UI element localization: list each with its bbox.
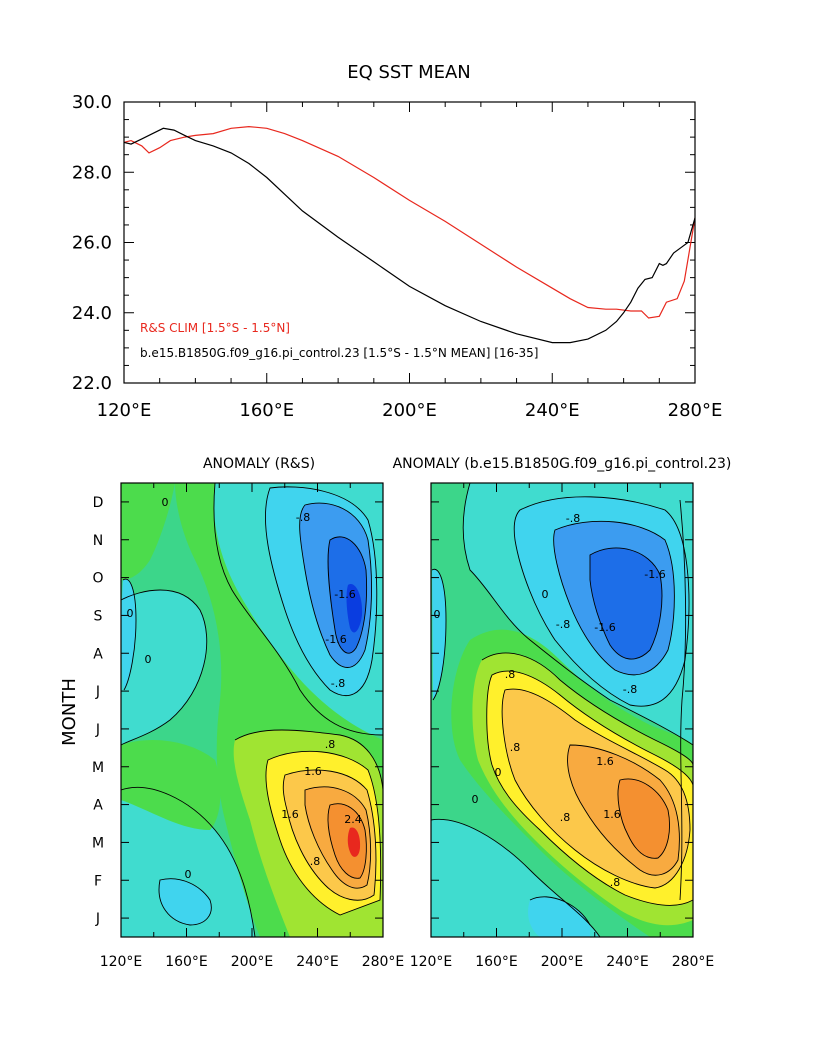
x-tick-label: 200°E xyxy=(231,954,274,970)
contour-label: 1.6 xyxy=(281,808,299,821)
series-line-rs-clim xyxy=(124,125,695,319)
top-y-tick-labels: 22.0 24.0 26.0 28.0 30.0 xyxy=(72,92,112,394)
x-tick-label: 120°E xyxy=(100,954,143,970)
contour-label: 0 xyxy=(472,793,479,806)
month-tick-label: S xyxy=(94,608,103,624)
legend-model: b.e15.B1850G.f09_g16.pi_control.23 [1.5°… xyxy=(140,346,539,360)
left-panel-title: ANOMALY (R&S) xyxy=(203,456,315,472)
left-anomaly-panel: ANOMALY (R&S) xyxy=(59,456,404,970)
right-panel-title: ANOMALY (b.e15.B1850G.f09_g16.pi_control… xyxy=(393,456,732,472)
month-tick-label: J xyxy=(95,911,100,927)
series-line-model xyxy=(124,127,695,344)
right-anomaly-panel: ANOMALY (b.e15.B1850G.f09_g16.pi_control… xyxy=(393,456,732,970)
contour-label: .8 xyxy=(310,855,321,868)
top-x-tick-labels: 120°E 160°E 200°E 240°E 280°E xyxy=(97,400,723,421)
contour-label: .8 xyxy=(505,668,516,681)
contour-label: .8 xyxy=(510,741,521,754)
month-tick-label: F xyxy=(94,873,102,889)
contour-label: -.8 xyxy=(623,683,637,696)
y-tick-label: 26.0 xyxy=(72,233,112,254)
contour-label: 1.6 xyxy=(596,755,614,768)
x-tick-label: 120°E xyxy=(410,954,453,970)
contour-label: .8 xyxy=(610,876,621,889)
month-tick-label: O xyxy=(92,571,103,587)
month-tick-label: A xyxy=(93,646,103,662)
x-tick-label: 280°E xyxy=(362,954,405,970)
x-tick-label: 280°E xyxy=(668,400,723,421)
right-contour-labels: -.8 -1.6 -1.6 -.8 -.8 .8 .8 1.6 1.6 .8 .8 0 0 0 0 xyxy=(434,512,666,889)
contour-label: .8 xyxy=(325,738,336,751)
month-axis-label: MONTH xyxy=(59,678,80,746)
contour-label: -.8 xyxy=(566,512,580,525)
contour-label: -1.6 xyxy=(594,621,615,634)
month-tick-label: D xyxy=(93,495,104,511)
contour-label: -1.6 xyxy=(334,588,355,601)
month-tick-label: M xyxy=(92,760,104,776)
x-tick-label: 200°E xyxy=(382,400,437,421)
contour-label: .8 xyxy=(560,811,571,824)
x-tick-label: 160°E xyxy=(165,954,208,970)
top-axis-ticks xyxy=(123,101,696,384)
top-line-chart: EQ SST MEAN 22.0 24.0 26.0 28.0 30.0 120°E 16… xyxy=(72,62,722,421)
contour-label: 0 xyxy=(495,766,502,779)
contour-label: 1.6 xyxy=(603,808,621,821)
x-tick-label: 280°E xyxy=(672,954,715,970)
contour-label: 0 xyxy=(127,607,134,620)
right-contour-field xyxy=(431,483,693,937)
month-tick-label: M xyxy=(92,835,104,851)
contour-label: 0 xyxy=(542,588,549,601)
month-tick-label: J xyxy=(95,684,100,700)
contour-label: -1.6 xyxy=(644,568,665,581)
x-tick-label: 160°E xyxy=(239,400,294,421)
legend-rs-clim: R&S CLIM [1.5°S - 1.5°N] xyxy=(140,321,290,335)
x-tick-label: 120°E xyxy=(97,400,152,421)
top-chart-title: EQ SST MEAN xyxy=(347,62,471,83)
top-plot-frame xyxy=(123,101,696,384)
contour-label: -.8 xyxy=(556,618,570,631)
x-tick-label: 240°E xyxy=(525,400,580,421)
x-tick-label: 240°E xyxy=(606,954,649,970)
left-contour-labels: -.8 -1.6 -1.6 -.8 .8 1.6 2.4 1.6 .8 0 0 0 0 xyxy=(127,496,362,881)
month-tick-label: N xyxy=(93,533,103,549)
x-tick-label: 160°E xyxy=(475,954,518,970)
month-tick-label: J xyxy=(95,722,100,738)
contour-label: -.8 xyxy=(296,511,310,524)
contour-label: -1.6 xyxy=(325,633,346,646)
x-tick-label: 200°E xyxy=(541,954,584,970)
left-contour-field xyxy=(121,483,383,937)
y-tick-label: 22.0 xyxy=(72,373,112,394)
month-tick-label: A xyxy=(93,798,103,814)
y-tick-label: 28.0 xyxy=(72,162,112,183)
y-tick-label: 30.0 xyxy=(72,92,112,113)
contour-label: 0 xyxy=(434,608,441,621)
contour-label: 2.4 xyxy=(344,813,362,826)
x-tick-label: 240°E xyxy=(296,954,339,970)
contour-label: 0 xyxy=(185,868,192,881)
contour-label: 1.6 xyxy=(304,765,322,778)
y-tick-label: 24.0 xyxy=(72,303,112,324)
right-axis-ticks: 120°E 160°E 200°E 240°E 280°E xyxy=(410,483,715,970)
contour-label: 0 xyxy=(162,496,169,509)
left-axis-ticks: 120°E 160°E 200°E 240°E 280°E J F M A M J J A S O N D xyxy=(92,483,404,970)
contour-label: -.8 xyxy=(331,677,345,690)
contour-label: 0 xyxy=(145,653,152,666)
